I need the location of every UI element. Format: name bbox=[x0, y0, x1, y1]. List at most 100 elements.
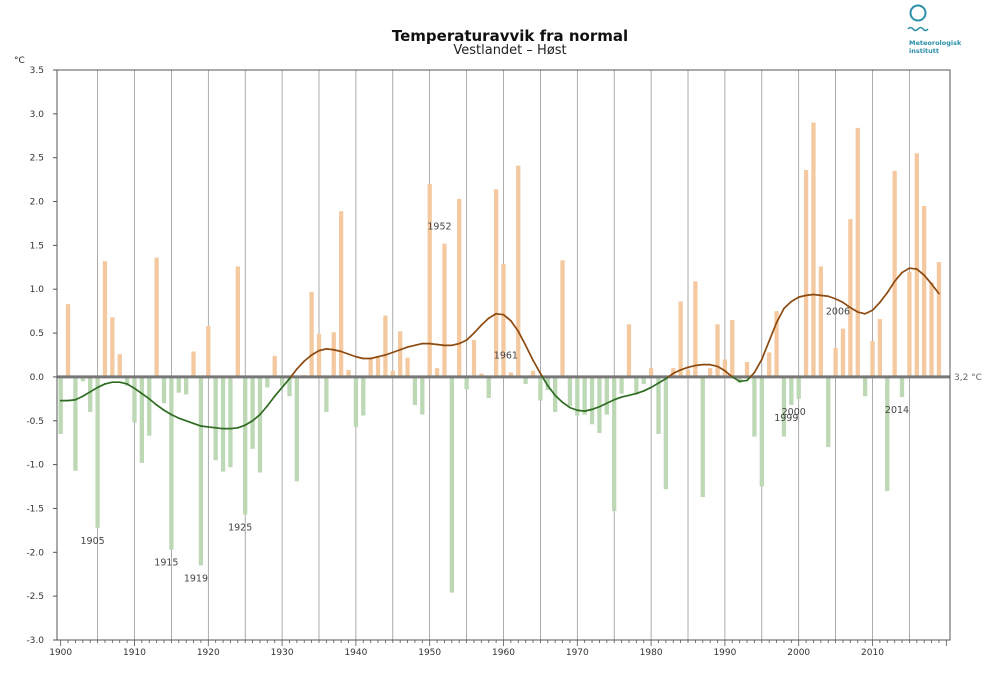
smooth-segment-1932 bbox=[296, 360, 306, 370]
smooth-segment-1904 bbox=[89, 386, 99, 393]
bar-1987 bbox=[700, 376, 705, 498]
x-axis: 1900 1910 1920 1930 1940 1950 1960 1970 1980 1990… bbox=[49, 640, 947, 658]
smooth-segment-1921 bbox=[214, 426, 224, 430]
smooth-segment-1956 bbox=[473, 324, 483, 334]
bar-2005 bbox=[833, 347, 838, 377]
smooth-segment-1953 bbox=[450, 342, 461, 347]
smooth-segment-1943 bbox=[377, 354, 387, 358]
y-axis-unit-label: °C bbox=[14, 56, 25, 66]
smooth-segment-1955 bbox=[465, 332, 475, 341]
smooth-segment-1947 bbox=[406, 344, 416, 348]
y-tick-label: 3.5 bbox=[30, 66, 44, 76]
logo-text-line2: institutt bbox=[909, 47, 939, 55]
smooth-segment-1964 bbox=[532, 359, 542, 375]
smooth-segment-1978 bbox=[635, 390, 645, 395]
smooth-curve bbox=[59, 267, 940, 430]
bar-1938 bbox=[338, 211, 344, 377]
smooth-segment-1925 bbox=[244, 419, 254, 427]
smooth-segment-2010 bbox=[871, 301, 881, 312]
bar-1997 bbox=[774, 311, 779, 377]
logo-circle-icon bbox=[909, 4, 927, 22]
smooth-segment-1992 bbox=[738, 379, 748, 383]
annotation-2000: 2000 bbox=[782, 407, 806, 418]
bar-1998 bbox=[781, 376, 787, 437]
smooth-segment-1973 bbox=[598, 402, 608, 408]
smooth-segment-1957 bbox=[480, 317, 490, 327]
bar-2012 bbox=[885, 376, 890, 491]
bar-1966 bbox=[545, 376, 550, 391]
bar-1934 bbox=[309, 291, 314, 377]
bar-2002 bbox=[811, 122, 816, 377]
bar-1910 bbox=[132, 376, 137, 423]
smooth-segment-1930 bbox=[281, 377, 291, 389]
bar-1995 bbox=[759, 376, 764, 487]
smooth-segment-1981 bbox=[657, 377, 667, 384]
x-tick-label: 1940 bbox=[344, 648, 367, 658]
smooth-segment-1990 bbox=[724, 369, 734, 378]
smooth-segment-1996 bbox=[768, 321, 778, 342]
smooth-segment-1939 bbox=[347, 353, 357, 358]
bar-1957 bbox=[479, 373, 484, 377]
bar-1900 bbox=[58, 376, 63, 434]
bar-2000 bbox=[796, 376, 801, 399]
bar-1984 bbox=[678, 301, 683, 377]
smooth-segment-1991b bbox=[731, 376, 741, 383]
bar-1956 bbox=[471, 340, 477, 377]
smooth-segment-2004 bbox=[827, 295, 837, 300]
bar-1918 bbox=[191, 351, 196, 377]
smooth-segment-1914 bbox=[163, 409, 173, 416]
annotation-1999: 1999 bbox=[774, 413, 798, 424]
bar-1912 bbox=[147, 376, 152, 436]
bar-1950 bbox=[427, 184, 432, 377]
bar-2011 bbox=[877, 319, 883, 377]
bar-2009 bbox=[862, 376, 868, 397]
smooth-segment-1948 bbox=[414, 342, 424, 347]
bar-1962 bbox=[516, 165, 521, 377]
bar-1923 bbox=[228, 376, 233, 468]
y-tick-label: -1.5 bbox=[26, 504, 44, 514]
bar-1946 bbox=[398, 331, 403, 377]
bar-1920 bbox=[206, 326, 211, 377]
bar-1965 bbox=[538, 376, 543, 401]
bar-1932 bbox=[294, 376, 299, 482]
bar-1921 bbox=[213, 376, 218, 461]
bar-2017 bbox=[922, 205, 927, 377]
x-tick-label: 1930 bbox=[271, 648, 294, 658]
bar-1982 bbox=[663, 376, 669, 490]
smooth-segment-1915 bbox=[170, 413, 180, 419]
smooth-segment-2013 bbox=[893, 271, 903, 283]
smooth-segment-2012 bbox=[886, 280, 896, 294]
smooth-segment-1946 bbox=[399, 346, 409, 351]
bar-1948 bbox=[412, 376, 418, 405]
bar-1930 bbox=[279, 376, 285, 386]
y-tick-label: 0.5 bbox=[30, 329, 44, 339]
y-tick-label: 1.5 bbox=[30, 241, 44, 251]
bar-1999 bbox=[789, 376, 794, 405]
annotation-1905: 1905 bbox=[80, 536, 104, 547]
smooth-segment-1931b bbox=[289, 368, 298, 378]
smooth-segment-1909 bbox=[126, 383, 136, 390]
bar-1959 bbox=[493, 189, 499, 377]
bar-1903 bbox=[80, 376, 85, 382]
smooth-segment-1942 bbox=[369, 355, 379, 360]
bar-1974 bbox=[604, 376, 609, 415]
smooth-segment-1903 bbox=[81, 390, 92, 398]
y-tick-label: 2.0 bbox=[30, 198, 45, 208]
smooth-segment-1919 bbox=[200, 425, 210, 428]
bar-1985 bbox=[685, 369, 691, 377]
smooth-segment-1984 bbox=[679, 366, 689, 371]
smooth-segment-1975 bbox=[613, 396, 623, 401]
smooth-segment-2017 bbox=[923, 274, 933, 285]
smooth-segment-1910 bbox=[133, 387, 143, 395]
smooth-segment-1963 bbox=[524, 344, 534, 362]
chart-title: Temperaturavvik fra normal bbox=[392, 27, 628, 45]
smooth-segment-1962 bbox=[517, 330, 527, 347]
bar-1990 bbox=[722, 359, 728, 377]
logo-text-line1: Meteorologisk bbox=[909, 39, 962, 47]
bar-1917 bbox=[184, 376, 189, 395]
smooth-segment-1951 bbox=[436, 343, 446, 347]
smooth-segment-1968 bbox=[561, 401, 571, 409]
bar-1968 bbox=[560, 260, 565, 377]
smooth-segment-1944 bbox=[384, 351, 394, 356]
x-tick-label: 1970 bbox=[566, 648, 589, 658]
